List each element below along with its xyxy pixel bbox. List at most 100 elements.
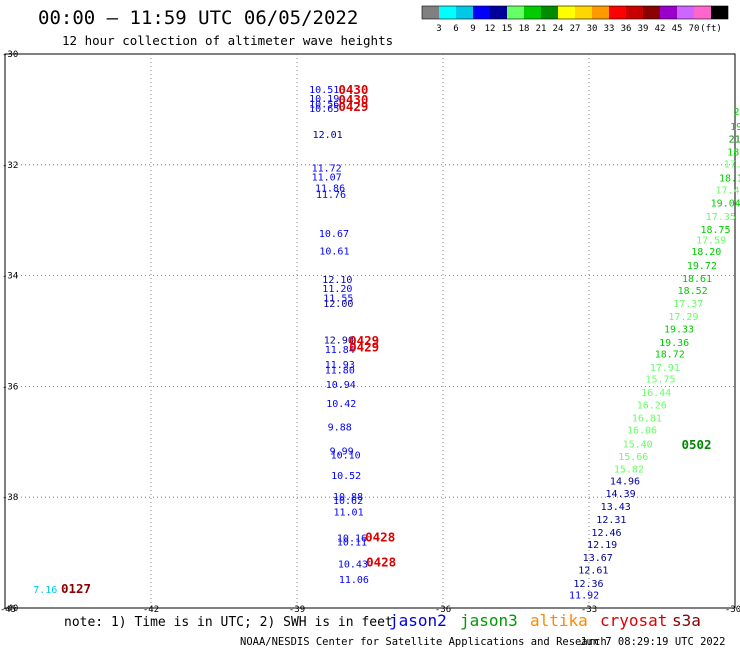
wave-height-label: 12.19 [587,540,617,551]
x-tick-label: -39 [289,605,305,615]
scale-label: 3 [436,24,441,34]
pass-time-label: 0430 [338,82,368,97]
wave-height-label: 20. [734,107,740,118]
wave-height-label: 12.01 [313,130,343,141]
y-tick-label: -36 [2,382,18,392]
wave-height-label: 16.06 [627,425,657,436]
x-tick-label: -42 [143,605,159,615]
pass-time-label: 0429 [349,333,379,348]
wave-height-label: 12.90 [324,336,354,347]
wave-height-label: 10.51 [309,85,339,96]
satellite-s3a: s3a [672,611,701,630]
wave-height-label: 16.81 [632,413,662,424]
wave-height-label: 17.46 [716,186,740,197]
satellite-jason2: jason2 [389,611,447,630]
wave-height-label: 12.10 [322,275,352,286]
color-scale-legend: 3 6 9 12 15 18 21 24 27 30 33 36 39 42 45 70 (ft) [421,5,729,34]
wave-height-label: 18.72 [655,350,685,361]
wave-height-label: 7.16 [33,585,57,596]
wave-height-label: 9.99 [330,447,354,458]
satellite-legend: jason2 jason3 altika cryosat s3a [389,611,701,630]
pass-time-label: 0127 [61,581,91,596]
wave-height-label: 10.52 [331,471,361,482]
scale-swatch [524,6,541,19]
wave-height-label: 10.88 [333,492,363,503]
chart-title: 00:00 — 11:59 UTC 06/05/2022 [38,7,358,29]
scale-swatch [439,6,456,19]
wave-height-label: 12.46 [591,528,621,539]
wave-height-label: 18.17 [719,173,740,184]
wave-height-label: 17.37 [673,299,703,310]
scale-swatch [558,6,575,19]
scale-swatch [490,6,507,19]
wave-height-label: 19.33 [664,325,694,336]
scale-swatch [609,6,626,19]
pass-time-label: 0430 [338,92,368,107]
scale-label: (ft) [700,24,722,34]
wave-height-label: 19.36 [659,338,689,349]
scale-swatch [422,6,439,19]
axis-ticks: -45 -42 -39 -36 -33 -30 -30 -32 -34 -36 -38 -40 [0,50,740,615]
wave-height-label: 18.75 [700,225,730,236]
wave-height-label: 10.56 [309,100,339,111]
scale-swatch [507,6,524,19]
pass-time-label: 0429 [338,99,368,114]
scale-swatch [660,6,677,19]
scale-label: 39 [638,24,649,34]
scale-swatch [711,6,728,19]
scale-swatch [626,6,643,19]
wave-height-label: 10.61 [319,247,349,258]
scale-swatch [541,6,558,19]
wave-height-label: 11.07 [312,172,342,183]
y-tick-label: -30 [2,50,18,60]
wave-height-label: 10.67 [319,229,349,240]
pass-times: 0430043004290429042904280428012705030502 [61,82,712,596]
wave-height-label: 17.27 [724,160,740,171]
scale-border [421,5,729,20]
wave-height-label: 11.86 [315,183,345,194]
scale-label: 33 [604,24,615,34]
wave-height-label: 10.42 [326,399,356,410]
wave-height-label: 12.36 [573,579,603,590]
wave-height-label: 18.52 [678,286,708,297]
scale-swatch [694,6,711,19]
wave-height-label: 11.80 [325,366,355,377]
scale-label: 24 [553,24,564,34]
wave-height-label: 13.67 [583,553,613,564]
y-tick-label: -32 [2,161,18,171]
wave-height-label: 10.19 [309,94,339,105]
plot-grid [5,54,735,608]
wave-height-label: 15.75 [645,375,675,386]
wave-height-label: 10.62 [333,496,363,507]
wave-height-label: 18.61 [682,274,712,285]
scale-label: 6 [453,24,458,34]
wave-height-label: 11.06 [339,575,369,586]
scale-label: 15 [502,24,513,34]
wave-height-label: 18.36 [727,147,740,158]
wave-height-label: 15.40 [623,439,653,450]
wave-height-label: 10.10 [331,450,361,461]
scale-swatch [456,6,473,19]
wave-height-label: 16.26 [637,401,667,412]
x-tick-label: -30 [725,605,740,615]
chart-subtitle: 12 hour collection of altimeter wave hei… [62,33,393,48]
satellite-jason3: jason3 [460,611,518,630]
wave-height-label: 21.48 [729,135,740,146]
scale-label: 18 [519,24,530,34]
scale-label: 45 [672,24,683,34]
scale-label: 9 [470,24,475,34]
wave-height-label: 11.92 [569,591,599,602]
scale-label: 12 [485,24,496,34]
satellite-cryosat: cryosat [600,611,667,630]
wave-height-label: 10.43 [338,560,368,571]
scale-label: 42 [655,24,666,34]
wave-height-label: 13.43 [601,502,631,513]
wave-height-label: 17.29 [668,312,698,323]
pass-time-label: 0429 [349,339,379,354]
y-tick-label: -38 [2,493,18,503]
wave-height-label: 11.01 [334,507,364,518]
wave-height-label: 11.72 [312,163,342,174]
wave-height-label: 11.20 [322,284,352,295]
wave-height-label: 11.84 [325,345,355,356]
